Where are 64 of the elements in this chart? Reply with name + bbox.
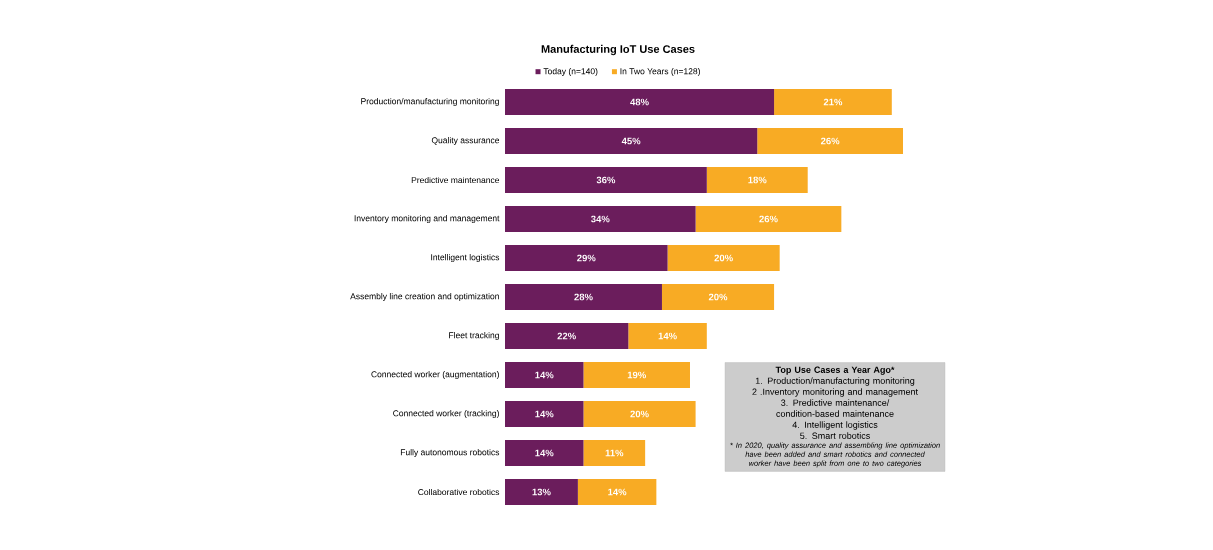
data-label: 26% <box>759 215 778 223</box>
y-tick-label: Collaborative robotics <box>418 488 500 496</box>
bar <box>505 167 707 193</box>
bar <box>583 362 690 388</box>
bar <box>661 284 775 311</box>
bar <box>706 167 808 193</box>
data-label: 21% <box>823 98 843 106</box>
bar <box>577 479 657 506</box>
bar <box>505 479 578 506</box>
data-label: 13% <box>532 488 551 496</box>
legend-label: In Two Years (n=128) <box>620 68 700 76</box>
data-label: 36% <box>596 176 616 184</box>
data-label: 11% <box>605 449 624 457</box>
bar <box>695 206 842 233</box>
bar <box>505 440 584 467</box>
annotation: 1. Production/manufacturing monitoring <box>755 377 915 386</box>
data-label: 26% <box>820 137 840 145</box>
bar <box>667 245 780 272</box>
y-tick-label: Predictive maintenance <box>411 176 500 184</box>
data-label: 48% <box>630 98 649 106</box>
y-tick-label: Connected worker (tracking) <box>393 410 499 418</box>
bar <box>505 206 696 233</box>
y-tick-label: Fully autonomous robotics <box>400 449 500 457</box>
bar <box>583 440 646 467</box>
bar <box>628 323 707 349</box>
y-tick-label: Connected worker (augmentation) <box>371 371 499 379</box>
data-label: 14% <box>535 410 554 418</box>
data-label: 20% <box>630 410 649 418</box>
chart-title: Manufacturing IoT Use Cases <box>541 44 695 56</box>
bar <box>774 89 892 115</box>
data-label: 20% <box>708 293 728 301</box>
y-tick-label: Production/manufacturing monitoring <box>361 98 499 106</box>
bar <box>757 128 904 154</box>
bar <box>505 362 584 388</box>
annotation: Top Use Cases a Year Ago* <box>775 366 895 375</box>
data-label: 19% <box>627 371 646 379</box>
legend-label: Today (n=140) <box>543 68 598 76</box>
bar <box>505 245 668 272</box>
y-tick-label: Intelligent logistics <box>431 254 500 262</box>
data-label: 45% <box>621 137 641 145</box>
data-label: 20% <box>714 254 733 262</box>
data-label: 22% <box>557 332 576 340</box>
annotation: 2 .Inventory monitoring and management <box>752 388 918 397</box>
data-label: 29% <box>577 254 596 262</box>
y-tick-label: Inventory monitoring and management <box>354 215 500 223</box>
data-label: 14% <box>608 488 627 496</box>
bar <box>583 401 696 428</box>
bar <box>505 284 662 311</box>
annotation: 4. Intelligent logistics <box>792 421 878 430</box>
bar <box>505 128 758 154</box>
data-label: 34% <box>591 215 610 223</box>
data-label: 18% <box>748 176 767 184</box>
bar <box>505 401 584 428</box>
bar <box>505 323 629 349</box>
y-tick-label: Quality assurance <box>431 137 500 145</box>
data-label: 14% <box>535 371 554 379</box>
annotation: 3. Predictive maintenance/ condition-based maintenance <box>776 399 894 417</box>
y-tick-label: Fleet tracking <box>449 332 499 340</box>
bar <box>505 89 775 115</box>
data-label: 14% <box>658 332 677 340</box>
data-label: 14% <box>535 449 554 457</box>
y-tick-label: Assembly line creation and optimization <box>350 293 499 301</box>
annotation: 5. Smart robotics <box>800 432 870 439</box>
data-label: 28% <box>574 293 593 301</box>
